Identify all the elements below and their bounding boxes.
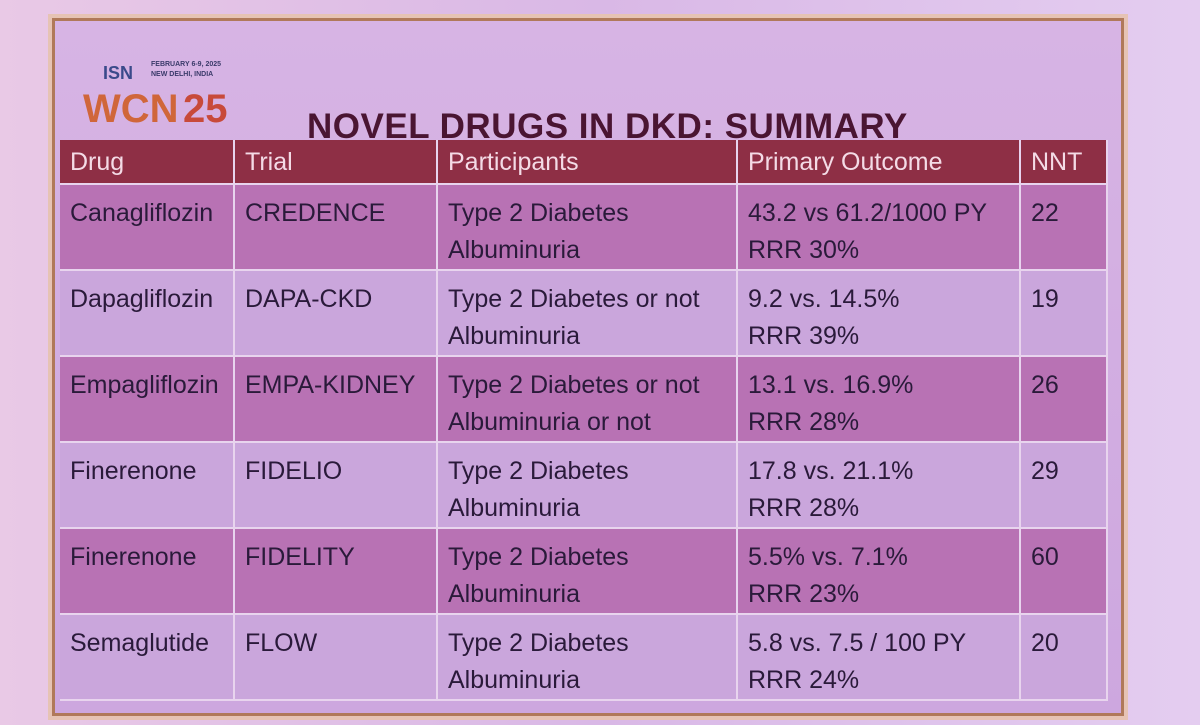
- cell-text: 9.2 vs. 14.5%: [748, 285, 900, 313]
- cell-text: Trial: [245, 148, 293, 176]
- table-cell: CREDENCE: [235, 185, 438, 271]
- table-cell: 29: [1021, 443, 1108, 529]
- table-cell: Dapagliflozin: [60, 271, 235, 357]
- cell-text: Albuminuria: [448, 666, 581, 694]
- cell-text: RRR 30%: [748, 236, 860, 264]
- slide-title: NOVEL DRUGS IN DKD: SUMMARY: [307, 107, 908, 146]
- cell-text: Albuminuria: [448, 322, 581, 350]
- table-cell: Type 2 Diabetes or not Albuminuria or not: [438, 357, 738, 443]
- cell-text: NNT: [1031, 148, 1083, 176]
- logo-place: NEW DELHI, INDIA: [151, 71, 214, 78]
- cell-text: 13.1 vs. 16.9%: [748, 371, 914, 399]
- table-cell: Type 2 Diabetes Albuminuria: [438, 443, 738, 529]
- cell-text: FLOW: [245, 629, 318, 657]
- cell-text: FIDELIO: [245, 457, 343, 485]
- table-cell: 5.5% vs. 7.1% RRR 23%: [738, 529, 1021, 615]
- table-cell: Empagliflozin: [60, 357, 235, 443]
- cell-text: Semaglutide: [70, 629, 209, 657]
- column-header: NNT: [1021, 140, 1108, 185]
- table-cell: Canagliflozin: [60, 185, 235, 271]
- table-cell: 22: [1021, 185, 1108, 271]
- cell-text: Type 2 Diabetes: [448, 629, 629, 657]
- cell-text: 20: [1031, 629, 1059, 657]
- cell-text: 29: [1031, 457, 1059, 485]
- table-cell: Type 2 Diabetes Albuminuria: [438, 529, 738, 615]
- cell-text: Empagliflozin: [70, 371, 219, 399]
- cell-text: Primary Outcome: [748, 148, 943, 176]
- cell-text: Albuminuria: [448, 580, 581, 608]
- table-cell: FIDELITY: [235, 529, 438, 615]
- cell-text: DAPA-CKD: [245, 285, 373, 313]
- table-cell: Finerenone: [60, 443, 235, 529]
- cell-text: Finerenone: [70, 457, 197, 485]
- cell-text: 60: [1031, 543, 1059, 571]
- cell-text: Drug: [70, 148, 125, 176]
- table-cell: 13.1 vs. 16.9% RRR 28%: [738, 357, 1021, 443]
- cell-text: Type 2 Diabetes: [448, 543, 629, 571]
- table-cell: Type 2 Diabetes Albuminuria: [438, 185, 738, 271]
- cell-text: Albuminuria: [448, 236, 581, 264]
- cell-text: RRR 39%: [748, 322, 860, 350]
- column-header: Primary Outcome: [738, 140, 1021, 185]
- table-cell: 17.8 vs. 21.1% RRR 28%: [738, 443, 1021, 529]
- cell-text: FIDELITY: [245, 543, 355, 571]
- cell-text: EMPA-KIDNEY: [245, 371, 416, 399]
- cell-text: Albuminuria: [448, 494, 581, 522]
- cell-text: 19: [1031, 285, 1059, 313]
- cell-text: RRR 24%: [748, 666, 860, 694]
- cell-text: 43.2 vs 61.2/1000 PY: [748, 199, 988, 227]
- table-cell: 43.2 vs 61.2/1000 PY RRR 30%: [738, 185, 1021, 271]
- column-header: Drug: [60, 140, 235, 185]
- table-cell: Type 2 Diabetes Albuminuria: [438, 615, 738, 701]
- cell-text: Type 2 Diabetes or not: [448, 371, 700, 399]
- cell-text: 5.5% vs. 7.1%: [748, 543, 908, 571]
- table-cell: 9.2 vs. 14.5% RRR 39%: [738, 271, 1021, 357]
- cell-text: 17.8 vs. 21.1%: [748, 457, 914, 485]
- table-cell: DAPA-CKD: [235, 271, 438, 357]
- table-cell: FLOW: [235, 615, 438, 701]
- cell-text: Participants: [448, 148, 579, 176]
- logo-event: WCN: [83, 87, 179, 131]
- table-cell: FIDELIO: [235, 443, 438, 529]
- table-cell: 26: [1021, 357, 1108, 443]
- cell-text: RRR 28%: [748, 494, 860, 522]
- table-cell: 5.8 vs. 7.5 / 100 PY RRR 24%: [738, 615, 1021, 701]
- cell-text: Canagliflozin: [70, 199, 214, 227]
- cell-text: 26: [1031, 371, 1059, 399]
- column-header: Trial: [235, 140, 438, 185]
- table-cell: Type 2 Diabetes or not Albuminuria: [438, 271, 738, 357]
- column-header: Participants: [438, 140, 738, 185]
- table-cell: 19: [1021, 271, 1108, 357]
- cell-text: CREDENCE: [245, 199, 386, 227]
- logo-org: ISN: [103, 63, 134, 83]
- table-cell: 20: [1021, 615, 1108, 701]
- logo-year: 25: [183, 87, 228, 131]
- logo-date: FEBRUARY 6-9, 2025: [151, 61, 222, 68]
- table-cell: Semaglutide: [60, 615, 235, 701]
- cell-text: Dapagliflozin: [70, 285, 214, 313]
- table-cell: 60: [1021, 529, 1108, 615]
- cell-text: Type 2 Diabetes or not: [448, 285, 700, 313]
- cell-text: Type 2 Diabetes: [448, 199, 629, 227]
- slide: ISN FEBRUARY 6-9, 2025 NEW DELHI, INDIA …: [52, 18, 1124, 716]
- cell-text: 22: [1031, 199, 1059, 227]
- cell-text: Finerenone: [70, 543, 197, 571]
- cell-text: RRR 28%: [748, 408, 860, 436]
- table-cell: Finerenone: [60, 529, 235, 615]
- cell-text: RRR 23%: [748, 580, 860, 608]
- cell-text: 5.8 vs. 7.5 / 100 PY: [748, 629, 967, 657]
- table-cell: EMPA-KIDNEY: [235, 357, 438, 443]
- cell-text: Albuminuria or not: [448, 408, 651, 436]
- cell-text: Type 2 Diabetes: [448, 457, 629, 485]
